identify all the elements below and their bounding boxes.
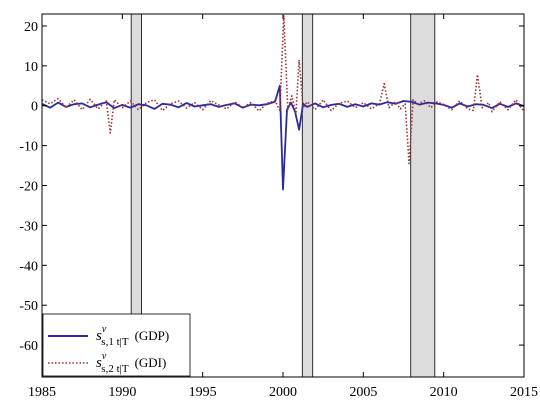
x-tick-label: 2010 — [430, 385, 458, 400]
x-tick-label: 2005 — [349, 385, 377, 400]
x-tick-label: 1995 — [189, 385, 217, 400]
y-tick-label: -40 — [19, 259, 38, 274]
legend-label-1: sv s,2 t|T (GDI) — [96, 351, 166, 375]
y-tick-label: 20 — [24, 20, 38, 35]
y-tick-label: -30 — [19, 219, 38, 234]
legend: sv s,1 t|T (GDP) sv s,2 t|T (GDI) — [42, 313, 191, 377]
y-tick-label: -50 — [19, 299, 38, 314]
y-tick-label: 0 — [31, 100, 38, 115]
y-tick-label: 10 — [24, 60, 38, 75]
x-tick-label: 2000 — [269, 385, 297, 400]
recession-band-2 — [410, 13, 436, 378]
x-tick-label: 2015 — [510, 385, 538, 400]
series-line-1 — [41, 15, 525, 165]
x-tick-label: 1985 — [28, 385, 56, 400]
legend-label-0: sv s,1 t|T (GDP) — [96, 324, 169, 348]
recession-shading — [130, 13, 436, 378]
x-tick-label: 1990 — [108, 385, 136, 400]
y-tick-label: -10 — [19, 140, 38, 155]
series-layer — [41, 15, 525, 191]
axis-ticks: 1985 1990 1995 2000 2005 2010 201520100-10-20-… — [19, 14, 538, 400]
legend-box — [42, 313, 191, 377]
y-tick-label: -60 — [19, 339, 38, 354]
y-tick-label: -20 — [19, 180, 38, 195]
recession-band-1 — [301, 13, 314, 378]
